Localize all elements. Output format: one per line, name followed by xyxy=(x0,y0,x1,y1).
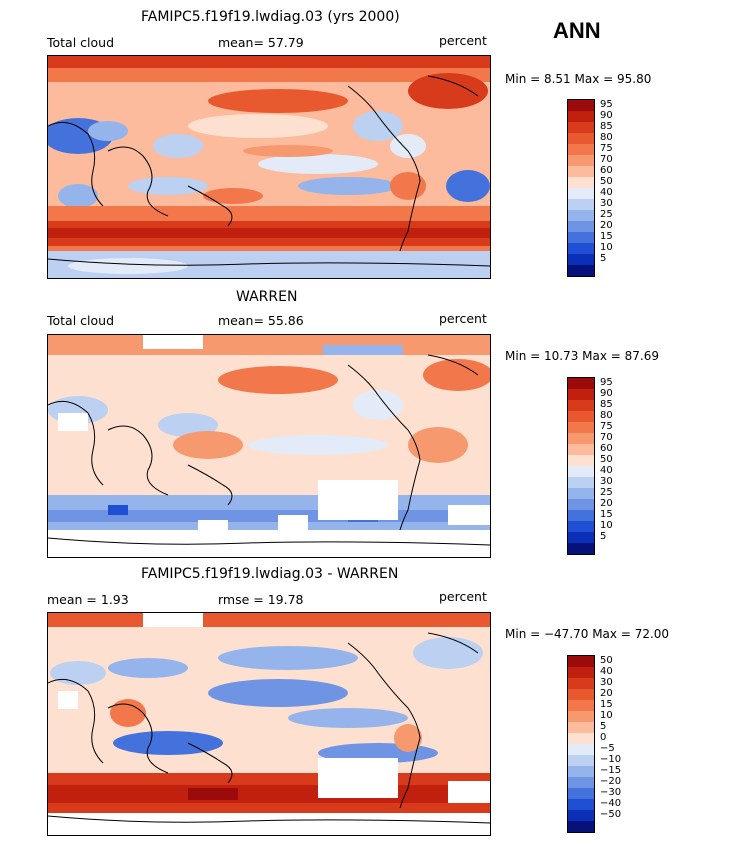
panel-3-map xyxy=(47,612,491,836)
panel-1-colorbar xyxy=(567,99,595,277)
colorbar-tick: 40 xyxy=(600,187,613,198)
panel-3-mean-label: mean = 1.93 xyxy=(47,592,129,607)
panel-3-map-field xyxy=(48,613,490,835)
colorbar-tick: 15 xyxy=(600,699,613,710)
panel-2-colorbar xyxy=(567,377,595,555)
panel-1-variable-label: Total cloud xyxy=(47,35,115,50)
panel-3-title: FAMIPC5.f19f19.lwdiag.03 - WARREN xyxy=(141,566,399,582)
colorbar-tick: 85 xyxy=(600,399,613,410)
panel-2-units-label: percent xyxy=(439,311,487,326)
colorbar-tick: 85 xyxy=(600,121,613,132)
panel-1-map-field xyxy=(48,56,490,278)
colorbar-tick: 25 xyxy=(600,209,613,220)
colorbar-tick: 20 xyxy=(600,688,613,699)
colorbar-tick: −20 xyxy=(600,776,622,787)
colorbar-tick: 70 xyxy=(600,432,613,443)
colorbar-tick: 30 xyxy=(600,476,613,487)
panel-1-minmax: Min = 8.51 Max = 95.80 xyxy=(505,72,652,86)
panel-2-minmax: Min = 10.73 Max = 87.69 xyxy=(505,349,659,363)
colorbar-tick: 30 xyxy=(600,677,613,688)
colorbar-tick: 20 xyxy=(600,498,613,509)
panel-1-map xyxy=(47,55,491,279)
panel-3-colorbar xyxy=(567,655,595,833)
season-label: ANN xyxy=(553,18,601,43)
panel-3-minmax: Min = −47.70 Max = 72.00 xyxy=(505,627,670,641)
colorbar-tick: −10 xyxy=(600,754,622,765)
colorbar-tick: 20 xyxy=(600,220,613,231)
colorbar-tick: 95 xyxy=(600,99,613,110)
colorbar-tick: 40 xyxy=(600,465,613,476)
colorbar-tick: 0 xyxy=(600,732,607,743)
panel-1-title: FAMIPC5.f19f19.lwdiag.03 (yrs 2000) xyxy=(141,9,400,25)
colorbar-tick: −50 xyxy=(600,809,622,820)
panel-1-units-label: percent xyxy=(439,33,487,48)
colorbar-tick: 90 xyxy=(600,388,613,399)
panel-2-mean-label: mean= 55.86 xyxy=(218,313,304,328)
colorbar-tick: 80 xyxy=(600,132,613,143)
colorbar-tick: −15 xyxy=(600,765,622,776)
colorbar-tick: 50 xyxy=(600,176,613,187)
panel-2-variable-label: Total cloud xyxy=(47,313,115,328)
colorbar-tick: 90 xyxy=(600,110,613,121)
panel-1-mean-label: mean= 57.79 xyxy=(218,35,304,50)
colorbar-tick: 70 xyxy=(600,154,613,165)
colorbar-tick: 80 xyxy=(600,410,613,421)
colorbar-tick: 10 xyxy=(600,242,613,253)
colorbar-tick: −5 xyxy=(600,743,615,754)
colorbar-tick: 10 xyxy=(600,710,613,721)
colorbar-tick: 15 xyxy=(600,509,613,520)
panel-3-units-label: percent xyxy=(439,589,487,604)
colorbar-tick: 50 xyxy=(600,454,613,465)
colorbar-tick: 5 xyxy=(600,253,607,264)
colorbar-tick: 5 xyxy=(600,721,607,732)
colorbar-tick: 10 xyxy=(600,520,613,531)
panel-3-rmse-label: rmse = 19.78 xyxy=(218,592,304,607)
colorbar-tick: 30 xyxy=(600,198,613,209)
panel-2-title: WARREN xyxy=(236,289,298,305)
colorbar-tick: 95 xyxy=(600,377,613,388)
colorbar-tick: 60 xyxy=(600,443,613,454)
colorbar-tick: −40 xyxy=(600,798,622,809)
colorbar-tick: 5 xyxy=(600,531,607,542)
panel-2-map xyxy=(47,334,491,558)
colorbar-tick: 75 xyxy=(600,143,613,154)
colorbar-tick: 75 xyxy=(600,421,613,432)
colorbar-tick: −30 xyxy=(600,787,622,798)
panel-2-map-field xyxy=(48,335,490,557)
colorbar-tick: 25 xyxy=(600,487,613,498)
colorbar-tick: 15 xyxy=(600,231,613,242)
colorbar-tick: 40 xyxy=(600,666,613,677)
colorbar-tick: 50 xyxy=(600,655,613,666)
colorbar-tick: 60 xyxy=(600,165,613,176)
